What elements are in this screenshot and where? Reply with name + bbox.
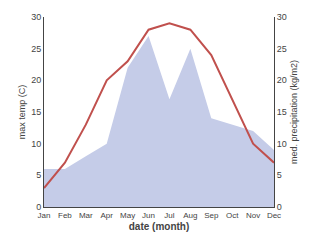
svg-text:0: 0 [36, 202, 41, 212]
svg-text:5: 5 [36, 170, 41, 180]
svg-text:Mar: Mar [79, 211, 93, 220]
svg-text:25: 25 [31, 44, 41, 54]
svg-text:Jan: Jan [38, 211, 51, 220]
svg-text:15: 15 [277, 107, 287, 117]
svg-text:25: 25 [277, 44, 287, 54]
svg-text:30: 30 [277, 12, 287, 22]
svg-text:10: 10 [31, 139, 41, 149]
svg-text:15: 15 [31, 107, 41, 117]
svg-text:Jun: Jun [142, 211, 155, 220]
svg-text:max temp (C): max temp (C) [17, 85, 27, 140]
svg-text:5: 5 [277, 170, 282, 180]
svg-text:Feb: Feb [58, 211, 72, 220]
svg-text:Jul: Jul [164, 211, 174, 220]
svg-text:Sep: Sep [204, 211, 219, 220]
svg-text:med. precipitation (kg/m2): med. precipitation (kg/m2) [289, 60, 299, 164]
svg-text:Oct: Oct [226, 211, 239, 220]
svg-text:May: May [120, 211, 135, 220]
svg-text:30: 30 [31, 12, 41, 22]
svg-text:0: 0 [277, 202, 282, 212]
svg-text:date (month): date (month) [129, 221, 190, 232]
svg-text:10: 10 [277, 139, 287, 149]
svg-text:Nov: Nov [246, 211, 260, 220]
svg-text:20: 20 [31, 75, 41, 85]
svg-text:Dec: Dec [267, 211, 281, 220]
svg-text:20: 20 [277, 75, 287, 85]
svg-text:Aug: Aug [183, 211, 197, 220]
svg-text:Apr: Apr [101, 211, 114, 220]
